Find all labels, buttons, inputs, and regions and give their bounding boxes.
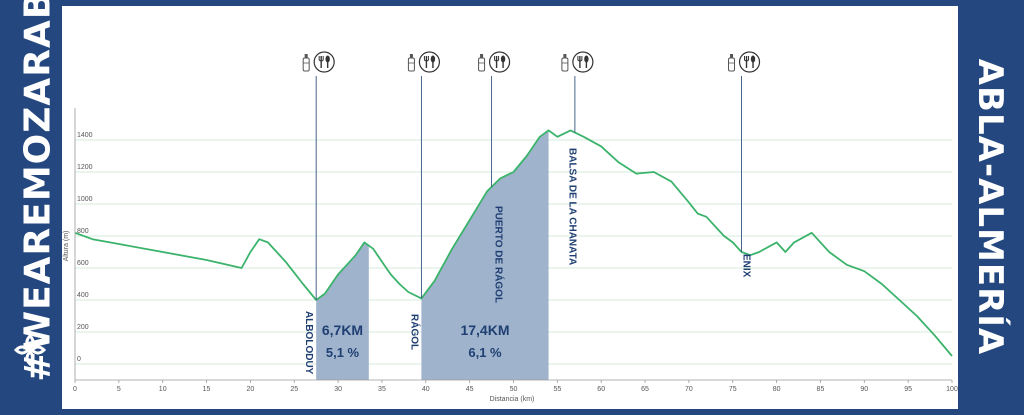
- x-tick-label: 60: [597, 386, 605, 393]
- climb-distance-label: 17,4KM: [460, 322, 509, 338]
- x-tick-label: 80: [773, 386, 781, 393]
- climb-gradient-label: 6,1 %: [468, 345, 502, 360]
- x-tick-label: 40: [422, 386, 430, 393]
- place-label: ENIX: [741, 254, 752, 278]
- y-tick-label: 1000: [77, 196, 93, 203]
- x-tick-label: 95: [904, 386, 912, 393]
- hashtag-text: #WEAREMOZARABES: [17, 0, 59, 382]
- place-label: ALBOLODUY: [303, 311, 314, 375]
- y-tick-label: 600: [77, 260, 89, 267]
- y-tick-label: 800: [77, 228, 89, 235]
- elevation-line: [74, 129, 953, 357]
- x-tick-label: 100: [946, 386, 958, 393]
- water-bottle-icon: [302, 54, 310, 72]
- x-tick-label: 70: [685, 386, 693, 393]
- chart-panel: 0 200 400 600 800 1000 1200 1400 0 5 10 15 20 25 30 35 4…: [62, 6, 958, 409]
- route-title: ABLA-ALMERÍA: [970, 58, 1010, 356]
- x-tick-label: 90: [860, 386, 868, 393]
- mozarabe-cross-logo-icon: [13, 333, 47, 367]
- x-tick-label: 20: [247, 386, 255, 393]
- x-tick-label: 85: [817, 386, 825, 393]
- y-tick-label: 200: [77, 324, 89, 331]
- climb-gradient-label: 5,1 %: [326, 345, 360, 360]
- climb-area-2: [421, 130, 549, 380]
- x-tick-label: 45: [466, 386, 474, 393]
- x-tick-label: 30: [334, 386, 342, 393]
- x-axis-label: Distancia (km): [490, 396, 535, 403]
- elevation-profile-chart: 0 200 400 600 800 1000 1200 1400 0 5 10 15 20 25 30 35 4…: [63, 51, 958, 403]
- food-cutlery-icon: [418, 51, 441, 73]
- water-bottle-icon: [728, 54, 736, 72]
- water-bottle-icon: [561, 54, 569, 72]
- place-label: PUERTO DE RÁGOL: [493, 206, 506, 303]
- x-tick-label: 5: [117, 386, 121, 393]
- climb-area-1: [316, 242, 369, 380]
- x-tick-label: 25: [290, 386, 298, 393]
- y-tick-label: 0: [77, 356, 81, 363]
- water-bottle-icon: [407, 54, 415, 72]
- x-tick-label: 75: [729, 386, 737, 393]
- food-cutlery-icon: [572, 51, 594, 73]
- x-tick-label: 15: [203, 386, 211, 393]
- climb-distance-label: 6,7KM: [322, 322, 363, 338]
- food-cutlery-icon: [738, 51, 761, 73]
- y-axis-label: Altura (m): [63, 231, 70, 262]
- place-label: BALSA DE LA CHANATA: [567, 148, 578, 265]
- x-tick-label: 10: [159, 386, 167, 393]
- x-tick-label: 55: [553, 386, 561, 393]
- water-bottle-icon: [478, 54, 486, 72]
- x-tick-label: 0: [73, 386, 77, 393]
- food-cutlery-icon: [313, 51, 335, 73]
- x-tick-label: 65: [641, 386, 649, 393]
- x-tick-label: 50: [510, 386, 518, 393]
- y-tick-label: 400: [77, 292, 89, 299]
- x-tick-label: 35: [378, 386, 386, 393]
- place-label: RÁGOL: [408, 314, 421, 350]
- y-tick-label: 1400: [77, 132, 93, 139]
- food-cutlery-icon: [488, 51, 511, 73]
- y-tick-label: 1200: [77, 164, 93, 171]
